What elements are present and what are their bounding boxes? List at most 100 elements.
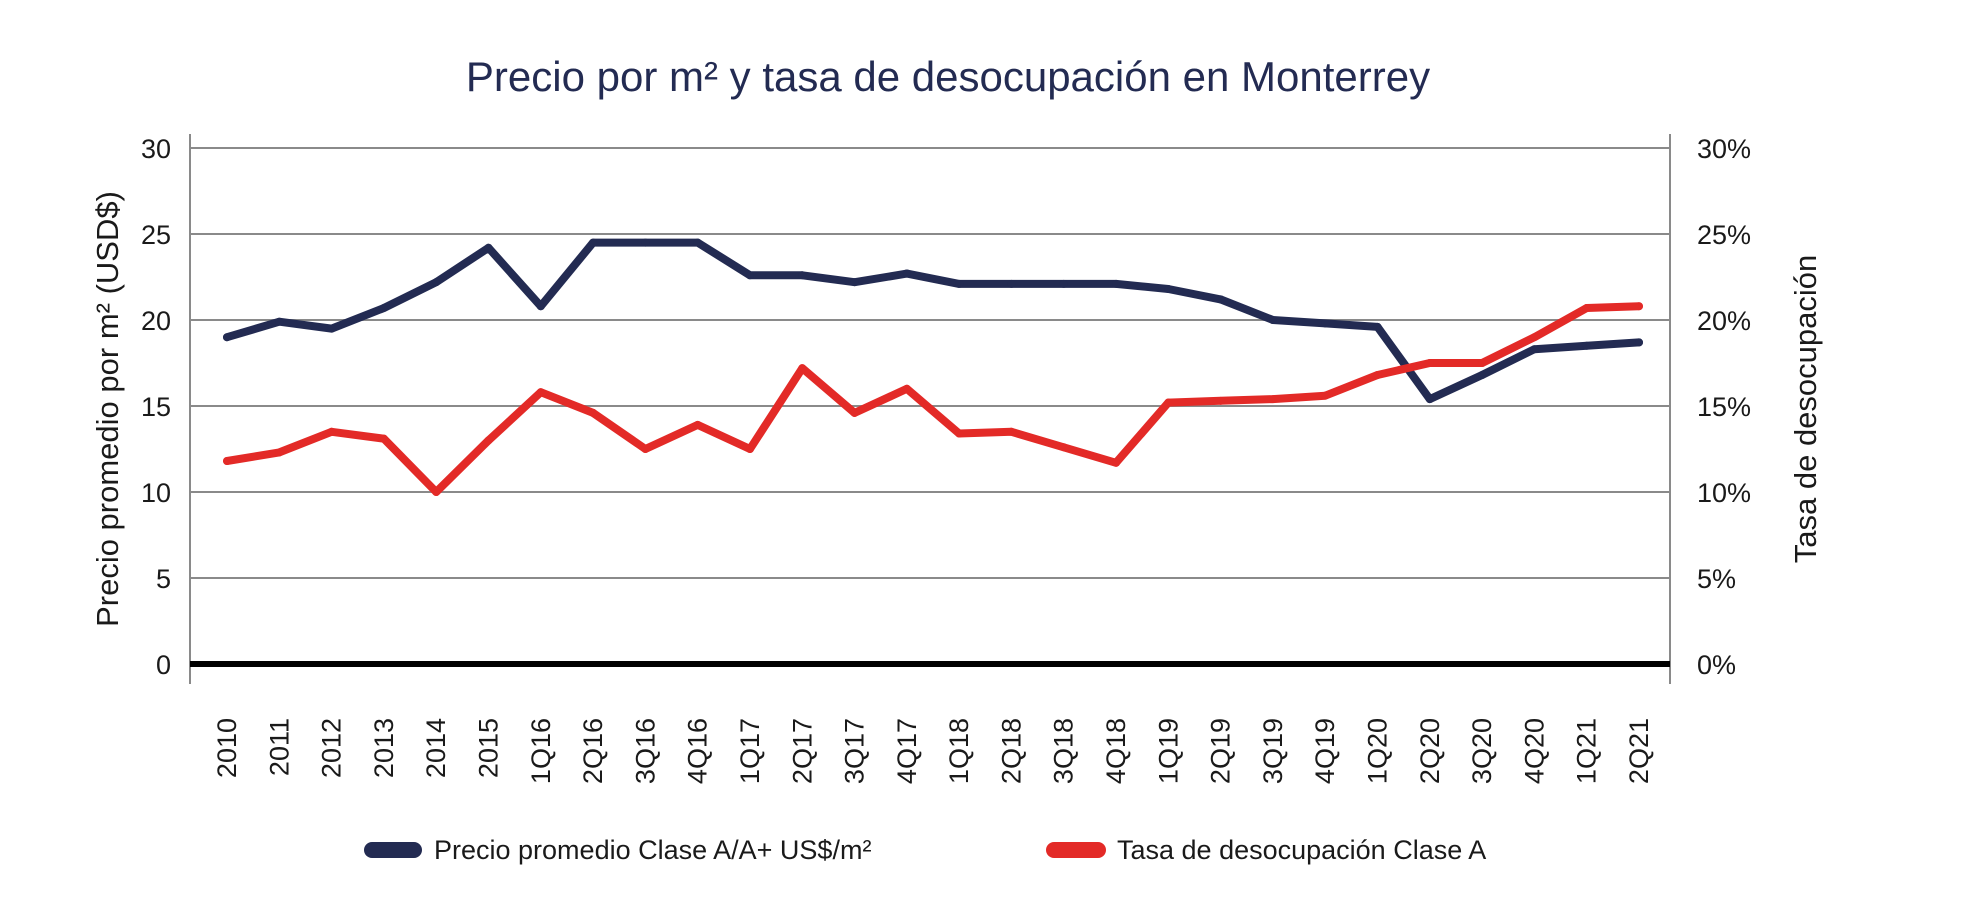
x-tick-label: 2012 (317, 718, 347, 778)
x-tick-label: 4Q17 (892, 718, 922, 784)
x-tick-label: 4Q18 (1101, 718, 1131, 784)
x-tick-label: 2Q18 (996, 718, 1026, 784)
x-tick-label: 2Q17 (787, 718, 817, 784)
vacancy-data-point (275, 448, 284, 457)
left-tick-label: 30 (141, 134, 171, 164)
x-tick-label: 3Q19 (1258, 718, 1288, 784)
vacancy-data-point (1425, 359, 1434, 367)
price-data-point (1321, 319, 1330, 328)
vacancy-data-point (223, 457, 231, 466)
right-tick-label: 5% (1697, 564, 1736, 594)
chart-title: Precio por m² y tasa de desocupación en … (466, 53, 1430, 100)
left-tick-label: 10 (141, 478, 171, 508)
x-tick-label: 1Q17 (735, 718, 765, 784)
x-tick-label: 2013 (369, 718, 399, 778)
price-data-point (850, 278, 859, 287)
vacancy-data-point (1635, 302, 1643, 311)
legend-label-vacancy: Tasa de desocupación Clase A (1117, 835, 1486, 865)
price-data-point (955, 279, 964, 288)
vacancy-series-line (223, 302, 1643, 496)
left-axis-title: Precio promedio por m² (USD$) (90, 191, 125, 627)
x-tick-label: 2011 (264, 718, 294, 776)
price-data-point (223, 333, 231, 342)
vacancy-data-point (693, 420, 702, 429)
x-tick-label: 1Q20 (1363, 718, 1393, 784)
vacancy-data-point (1164, 398, 1173, 407)
price-data-point (641, 238, 650, 247)
price-data-point (589, 238, 598, 247)
right-tick-labels: 0% 5% 10% 15% 20% 25% 30% (1697, 134, 1751, 680)
vacancy-data-point (745, 445, 754, 453)
price-data-point (327, 324, 336, 333)
vacancy-data-point (1478, 359, 1487, 367)
vacancy-data-point (484, 436, 493, 445)
right-tick-label: 30% (1697, 134, 1751, 164)
legend-item-price: Precio promedio Clase A/A+ US$/m² (364, 835, 871, 865)
legend-item-vacancy: Tasa de desocupación Clase A (1046, 835, 1486, 865)
series-lines (223, 238, 1643, 496)
vacancy-data-point (798, 364, 807, 373)
vacancy-data-point (589, 408, 598, 417)
x-tick-label: 1Q19 (1153, 718, 1183, 784)
left-tick-label: 25 (141, 220, 171, 250)
vacancy-data-point (379, 434, 388, 443)
vacancy-data-point (902, 384, 911, 393)
vacancy-data-point (1373, 371, 1382, 380)
x-tick-label: 2014 (421, 718, 451, 778)
price-data-point (1530, 345, 1539, 354)
x-tick-label: 1Q21 (1572, 718, 1602, 784)
price-data-point (275, 317, 284, 326)
x-tick-label: 4Q16 (683, 718, 713, 784)
price-data-point (1216, 295, 1225, 304)
price-data-point (1059, 279, 1068, 288)
vacancy-data-point (1059, 443, 1068, 452)
vacancy-data-point (1582, 303, 1591, 312)
price-data-point (1164, 285, 1173, 294)
x-tick-label: 2Q21 (1624, 718, 1654, 784)
x-tick-label: 4Q20 (1519, 718, 1549, 784)
legend: Precio promedio Clase A/A+ US$/m² Tasa d… (364, 835, 1486, 865)
vacancy-data-point (1112, 458, 1121, 467)
vacancy-data-point (1268, 395, 1277, 404)
vacancy-data-point (641, 445, 650, 453)
price-data-point (1425, 395, 1434, 404)
x-tick-label: 1Q18 (944, 718, 974, 784)
right-tick-label: 25% (1697, 220, 1751, 250)
price-data-point (1582, 341, 1591, 350)
vacancy-data-point (1321, 391, 1330, 400)
price-data-point (798, 271, 807, 280)
vacancy-data-point (536, 388, 545, 397)
vacancy-data-point (327, 427, 336, 436)
price-data-point (1112, 279, 1121, 288)
price-data-point (745, 271, 754, 280)
x-tick-label: 1Q16 (526, 718, 556, 784)
price-series-line (223, 238, 1643, 404)
price-data-point (1635, 338, 1643, 347)
price-data-point (693, 238, 702, 247)
x-tick-label: 2Q20 (1415, 718, 1445, 784)
x-tick-label: 3Q18 (1049, 718, 1079, 784)
left-tick-label: 15 (141, 392, 171, 422)
legend-label-price: Precio promedio Clase A/A+ US$/m² (434, 835, 871, 865)
x-tick-label: 2010 (212, 718, 242, 778)
right-axis-title: Tasa de desocupación (1788, 255, 1823, 564)
left-tick-labels: 0 5 10 15 20 25 30 (141, 134, 171, 680)
x-tick-label: 2015 (473, 718, 503, 778)
price-data-point (1373, 322, 1382, 331)
x-tick-label: 3Q16 (630, 718, 660, 784)
x-tick-labels: 2010 2011 2012 2013 2014 2015 1Q16 2Q16 3Q16 4Q16… (212, 718, 1654, 784)
price-data-point (1268, 316, 1277, 324)
x-tick-label: 2Q16 (578, 718, 608, 784)
vacancy-data-point (850, 408, 859, 417)
price-data-point (1007, 279, 1016, 288)
x-tick-label: 2Q19 (1206, 718, 1236, 784)
vacancy-data-point (1530, 333, 1539, 342)
left-tick-label: 20 (141, 306, 171, 336)
right-tick-label: 10% (1697, 478, 1751, 508)
price-data-point (432, 278, 441, 287)
right-tick-label: 20% (1697, 306, 1751, 336)
price-data-point (1478, 371, 1487, 380)
right-tick-label: 15% (1697, 392, 1751, 422)
vacancy-data-point (1007, 427, 1016, 436)
